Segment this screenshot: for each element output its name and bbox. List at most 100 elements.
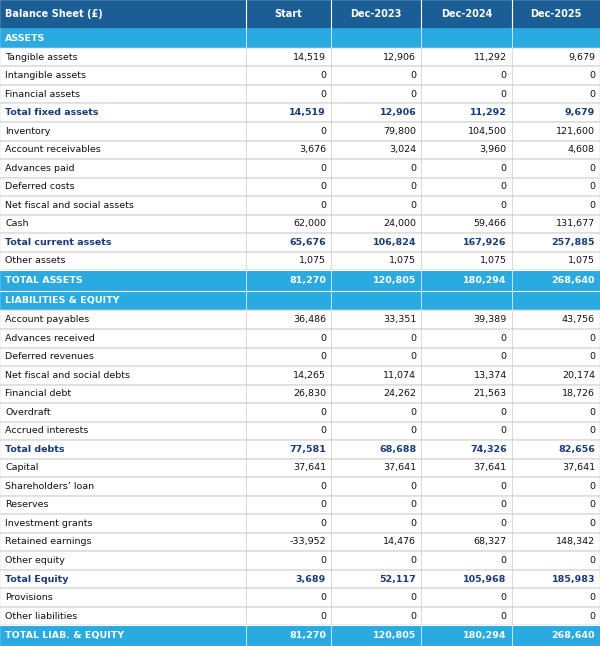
- Bar: [0, 67, 600, 85]
- Text: Tangible assets: Tangible assets: [5, 53, 77, 61]
- Text: Accrued interests: Accrued interests: [5, 426, 88, 435]
- Bar: [0, 291, 600, 311]
- Text: TOTAL LIAB. & EQUITY: TOTAL LIAB. & EQUITY: [5, 631, 124, 640]
- Text: Other equity: Other equity: [5, 556, 65, 565]
- Text: 14,519: 14,519: [293, 53, 326, 61]
- Text: 0: 0: [589, 426, 595, 435]
- Text: 39,389: 39,389: [473, 315, 507, 324]
- Text: Account payables: Account payables: [5, 315, 89, 324]
- Text: 9,679: 9,679: [568, 53, 595, 61]
- Text: 0: 0: [410, 71, 416, 80]
- Bar: [0, 48, 600, 67]
- Text: 0: 0: [410, 164, 416, 173]
- Text: 0: 0: [501, 556, 507, 565]
- Bar: [0, 252, 600, 270]
- Bar: [0, 477, 600, 495]
- Text: Inventory: Inventory: [5, 127, 50, 136]
- Text: Balance Sheet (£): Balance Sheet (£): [5, 9, 103, 19]
- Text: Financial debt: Financial debt: [5, 390, 71, 399]
- Text: 0: 0: [501, 408, 507, 417]
- Text: 0: 0: [320, 164, 326, 173]
- Text: 4,608: 4,608: [568, 145, 595, 154]
- Text: 0: 0: [589, 593, 595, 602]
- Bar: [0, 85, 600, 103]
- Text: ASSETS: ASSETS: [5, 34, 46, 43]
- Text: Intangible assets: Intangible assets: [5, 71, 86, 80]
- Bar: [0, 311, 600, 329]
- Text: 0: 0: [320, 556, 326, 565]
- Bar: [0, 607, 600, 625]
- Text: 0: 0: [501, 612, 507, 621]
- Text: 59,466: 59,466: [474, 220, 507, 229]
- Text: 0: 0: [501, 352, 507, 361]
- Text: 0: 0: [320, 71, 326, 80]
- Text: 0: 0: [589, 612, 595, 621]
- Text: Cash: Cash: [5, 220, 29, 229]
- Text: 0: 0: [589, 182, 595, 191]
- Text: 0: 0: [320, 501, 326, 510]
- Text: 105,968: 105,968: [463, 574, 507, 583]
- Text: 0: 0: [501, 426, 507, 435]
- Text: 0: 0: [320, 352, 326, 361]
- Text: 36,486: 36,486: [293, 315, 326, 324]
- Bar: [0, 570, 600, 589]
- Text: 0: 0: [320, 408, 326, 417]
- Text: 0: 0: [320, 201, 326, 210]
- Text: 180,294: 180,294: [463, 276, 507, 285]
- Text: 26,830: 26,830: [293, 390, 326, 399]
- Text: 0: 0: [410, 182, 416, 191]
- Text: 0: 0: [589, 519, 595, 528]
- Text: Account receivables: Account receivables: [5, 145, 101, 154]
- Text: 0: 0: [410, 519, 416, 528]
- Bar: [0, 196, 600, 214]
- Text: Total debts: Total debts: [5, 445, 65, 454]
- Bar: [0, 422, 600, 440]
- Text: 12,906: 12,906: [383, 53, 416, 61]
- Text: 43,756: 43,756: [562, 315, 595, 324]
- Text: 1,075: 1,075: [299, 256, 326, 266]
- Text: 0: 0: [501, 164, 507, 173]
- Text: 3,960: 3,960: [479, 145, 507, 154]
- Text: 0: 0: [589, 556, 595, 565]
- Text: Total Equity: Total Equity: [5, 574, 68, 583]
- Text: 1,075: 1,075: [389, 256, 416, 266]
- Text: 24,262: 24,262: [383, 390, 416, 399]
- Text: 3,676: 3,676: [299, 145, 326, 154]
- Text: 0: 0: [320, 519, 326, 528]
- Text: 0: 0: [501, 593, 507, 602]
- Bar: [0, 159, 600, 178]
- Text: 120,805: 120,805: [373, 276, 416, 285]
- Text: 81,270: 81,270: [289, 631, 326, 640]
- Text: 0: 0: [589, 201, 595, 210]
- Text: 0: 0: [410, 593, 416, 602]
- Text: 0: 0: [320, 482, 326, 491]
- Text: 14,476: 14,476: [383, 537, 416, 547]
- Text: 0: 0: [501, 519, 507, 528]
- Text: Other liabilities: Other liabilities: [5, 612, 77, 621]
- Text: 0: 0: [410, 201, 416, 210]
- Text: Capital: Capital: [5, 463, 38, 472]
- Text: 0: 0: [589, 482, 595, 491]
- Text: Other assets: Other assets: [5, 256, 65, 266]
- Text: 3,024: 3,024: [389, 145, 416, 154]
- Bar: [0, 103, 600, 122]
- Text: Deferred costs: Deferred costs: [5, 182, 74, 191]
- Bar: [0, 214, 600, 233]
- Text: 37,641: 37,641: [473, 463, 507, 472]
- Text: 0: 0: [410, 612, 416, 621]
- Text: 0: 0: [410, 408, 416, 417]
- Bar: [0, 533, 600, 551]
- Text: 77,581: 77,581: [289, 445, 326, 454]
- Text: 0: 0: [589, 334, 595, 343]
- Bar: [0, 403, 600, 422]
- Text: 148,342: 148,342: [556, 537, 595, 547]
- Bar: [0, 495, 600, 514]
- Text: LIABILITIES & EQUITY: LIABILITIES & EQUITY: [5, 296, 119, 305]
- Text: Net fiscal and social assets: Net fiscal and social assets: [5, 201, 134, 210]
- Text: 0: 0: [589, 408, 595, 417]
- Text: 0: 0: [410, 482, 416, 491]
- Text: Financial assets: Financial assets: [5, 90, 80, 99]
- Text: Net fiscal and social debts: Net fiscal and social debts: [5, 371, 130, 380]
- Text: 37,641: 37,641: [293, 463, 326, 472]
- Text: 0: 0: [320, 593, 326, 602]
